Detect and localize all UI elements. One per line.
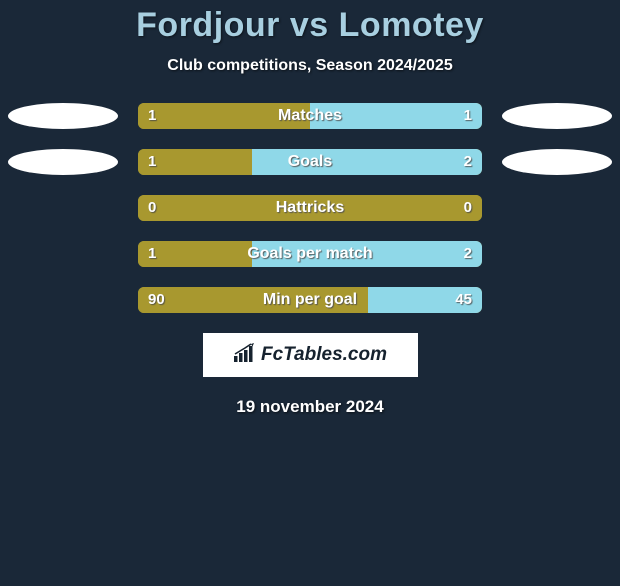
stat-label: Goals [138, 149, 482, 175]
stat-label: Hattricks [138, 195, 482, 221]
stat-row: 9045Min per goal [0, 287, 620, 313]
player2-name: Lomotey [339, 6, 484, 44]
stat-label: Matches [138, 103, 482, 129]
date-text: 19 november 2024 [0, 397, 620, 417]
stat-row: 11Matches [0, 103, 620, 129]
growing-bars-icon [233, 343, 257, 368]
logo-box: FcTables.com [203, 333, 418, 377]
subtitle: Club competitions, Season 2024/2025 [0, 57, 620, 75]
stat-bar: 00Hattricks [138, 195, 482, 221]
stat-row: 12Goals per match [0, 241, 620, 267]
stat-row: 12Goals [0, 149, 620, 175]
player1-form-oval [8, 103, 118, 129]
stat-row: 00Hattricks [0, 195, 620, 221]
stat-bar: 11Matches [138, 103, 482, 129]
player1-name: Fordjour [136, 6, 280, 44]
vs-text: vs [290, 6, 329, 44]
stat-label: Min per goal [138, 287, 482, 313]
player2-form-oval [502, 103, 612, 129]
comparison-title: Fordjour vs Lomotey [0, 6, 620, 45]
stat-bar: 12Goals per match [138, 241, 482, 267]
stat-bar: 12Goals [138, 149, 482, 175]
stat-bar: 9045Min per goal [138, 287, 482, 313]
stats-rows: 11Matches 12Goals 00Hattricks 12Goals per m… [0, 103, 620, 313]
player1-form-oval [8, 149, 118, 175]
stat-label: Goals per match [138, 241, 482, 267]
logo-text: FcTables.com [261, 344, 387, 366]
player2-form-oval [502, 149, 612, 175]
